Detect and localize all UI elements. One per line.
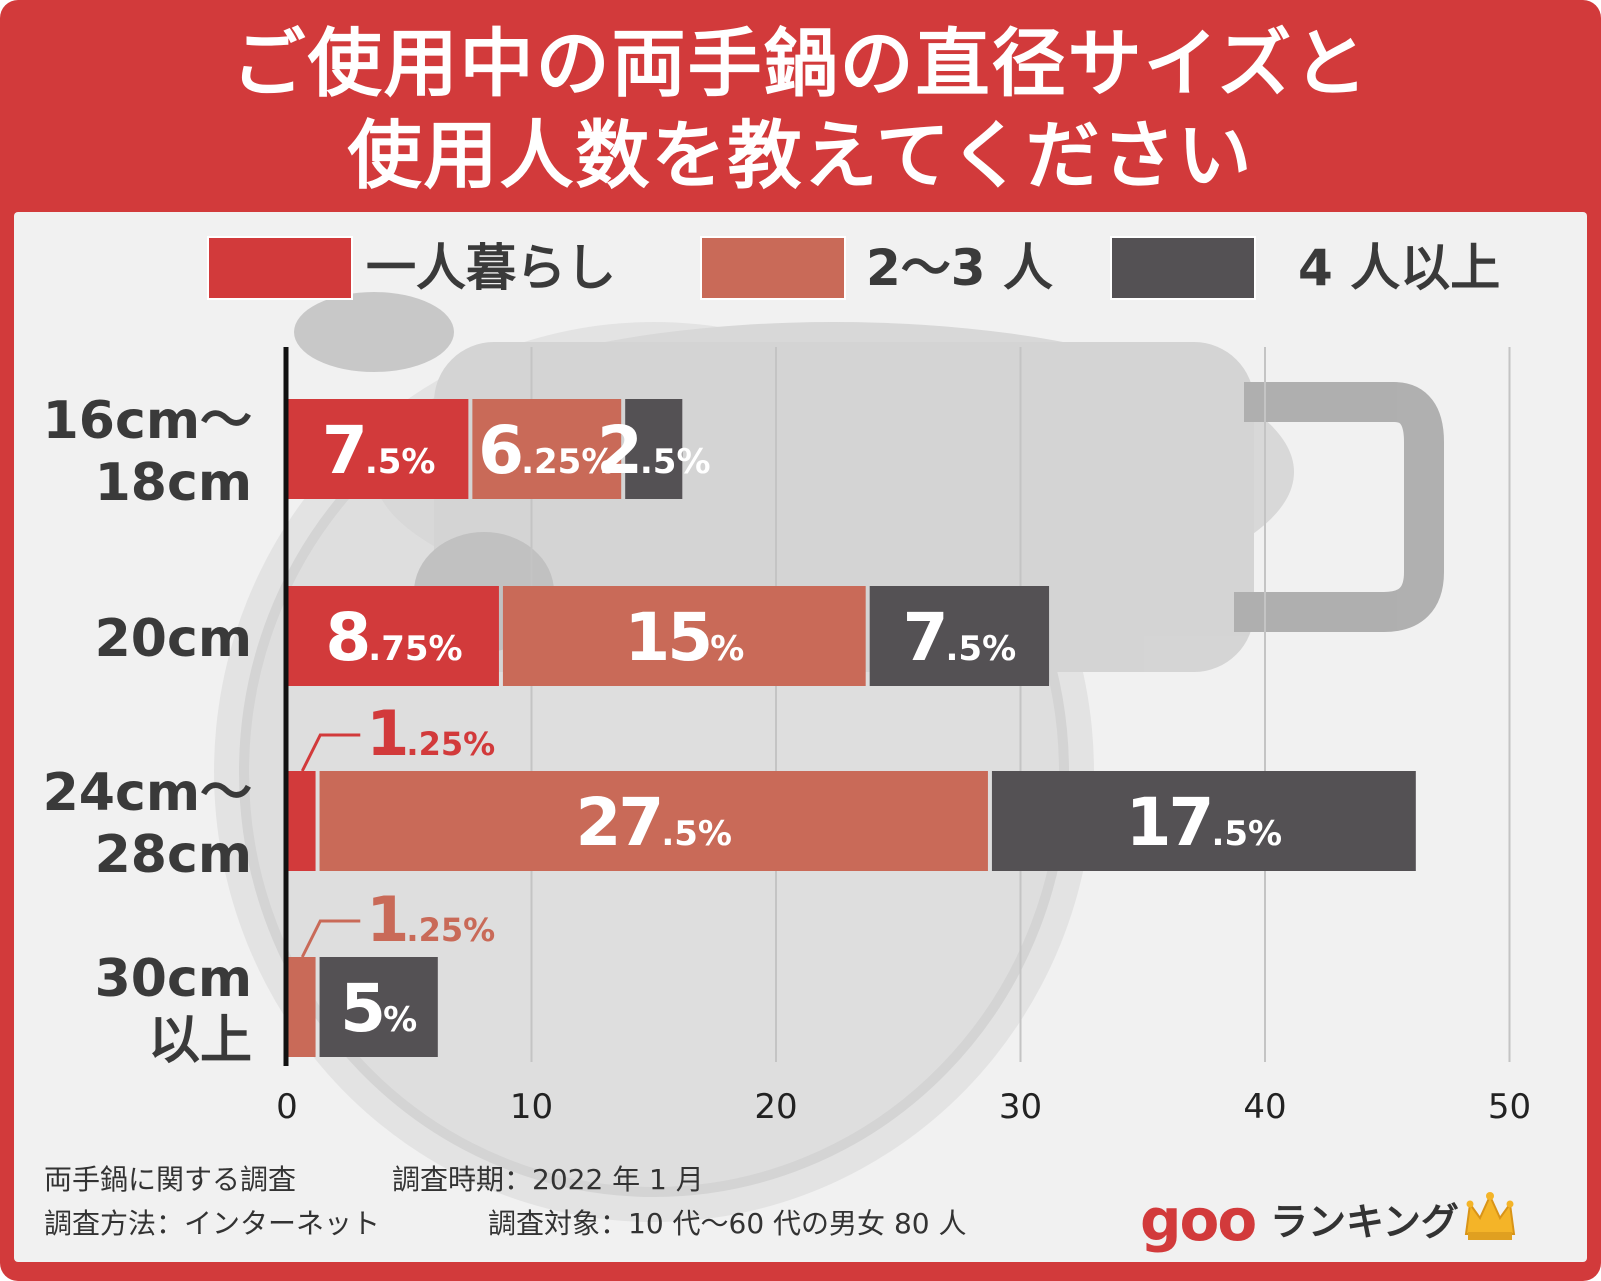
title-line-2: 使用人数を教えてください: [347, 113, 1254, 199]
bar-value-label: 15%: [624, 599, 744, 676]
x-tick-label: 20: [754, 1087, 797, 1127]
legend-label-four-plus: 4 人以上: [1298, 239, 1501, 297]
category-label: 16cm〜: [43, 391, 252, 451]
category-label: 20cm: [95, 609, 252, 669]
bar-value-label: 17.5%: [1126, 784, 1283, 861]
bar-0-series-1: [472, 399, 622, 499]
bar-0-series-0: [287, 399, 469, 499]
survey-target: 調査対象：10 代〜60 代の男女 80 人: [488, 1207, 967, 1240]
goo-ranking-logo: goo ランキング: [1140, 1188, 1520, 1258]
legend-swatch-four-plus: [1110, 236, 1256, 300]
category-label: 18cm: [95, 453, 252, 513]
x-tick-label: 10: [510, 1087, 553, 1127]
bar-1-series-2: [869, 586, 1050, 686]
x-tick-label: 40: [1243, 1087, 1286, 1127]
bar-value-label: 27.5%: [576, 784, 733, 861]
bar-2-series-2: [991, 771, 1416, 871]
bar-0-series-2: [625, 399, 683, 499]
bar-value-label: 1.25%: [366, 883, 495, 956]
category-label: 以上: [148, 1011, 252, 1071]
bar-value-label: 2.5%: [597, 412, 711, 489]
survey-method: 調査方法：インターネット: [44, 1207, 381, 1240]
category-label: 30cm: [95, 949, 252, 1009]
category-label: 24cm〜: [43, 763, 252, 823]
legend-label-single: 一人暮らし: [366, 239, 616, 297]
bar-1-series-1: [502, 586, 866, 686]
legend-swatch-single: [207, 236, 353, 300]
x-tick-label: 0: [276, 1087, 298, 1127]
category-label: 28cm: [95, 825, 252, 885]
stacked-bar-chart: 0 10 20 30 40 50 7.5% 6.25%2.5% 16cm〜18cm 8.75% 15…: [43, 347, 1531, 1127]
callout-leader: [300, 733, 361, 772]
bar-value-label: 1.25%: [366, 697, 495, 770]
bar-3-series-2: [319, 957, 438, 1057]
bar-2-series-0: [287, 771, 316, 871]
bar-value-label: 5%: [340, 970, 417, 1047]
bar-value-label: 7.5%: [322, 412, 436, 489]
bar-3-series-1: [287, 957, 316, 1057]
crown-icon: [1464, 1192, 1516, 1240]
callout-leader: [300, 919, 361, 958]
chart-panel: 一人暮らし 2〜3 人 4 人以上 0 10 20 30 40 50 7.5% 6.25% 2.…: [14, 212, 1587, 1262]
survey-period: 調査時期：2022 年 1 月: [392, 1163, 704, 1196]
legend-label-two-three: 2〜3 人: [866, 239, 1053, 297]
legend-swatch-two-three: [700, 236, 846, 300]
bar-value-label: 7.5%: [903, 599, 1017, 676]
title-line-1: ご使用中の両手鍋の直径サイズと: [231, 21, 1370, 107]
survey-name: 両手鍋に関する調査: [44, 1163, 297, 1196]
x-tick-label: 30: [999, 1087, 1042, 1127]
bar-value-label: 6.25%: [478, 412, 615, 489]
goo-logo-text: goo: [1140, 1186, 1257, 1254]
page-title: ご使用中の両手鍋の直径サイズと 使用人数を教えてください: [0, 18, 1601, 202]
x-tick-label: 50: [1488, 1087, 1531, 1127]
bar-value-label: 8.75%: [325, 599, 462, 676]
ranking-logo-text: ランキング: [1270, 1200, 1459, 1244]
bar-2-series-1: [319, 771, 988, 871]
bar-1-series-0: [287, 586, 499, 686]
